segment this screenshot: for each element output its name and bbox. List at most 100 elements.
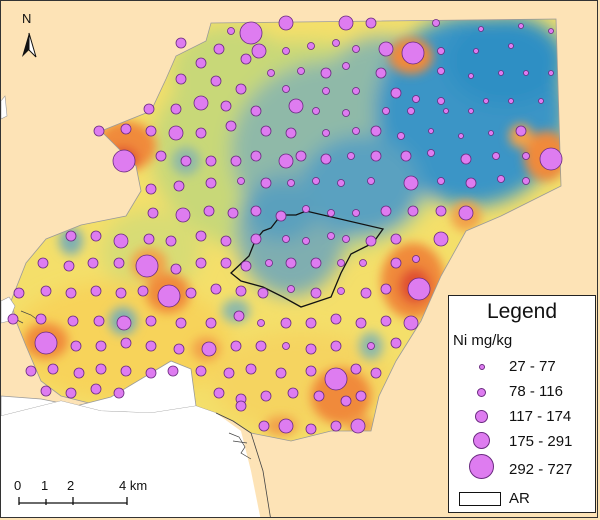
legend-symbol-class-3 — [475, 410, 488, 423]
sample-point — [34, 331, 58, 355]
legend-label-class-3: 117 - 174 — [509, 408, 572, 425]
sample-point — [313, 390, 325, 402]
sample-point — [460, 153, 472, 165]
sample-point — [282, 235, 290, 243]
sample-point — [435, 205, 447, 217]
scale-tick-2: 2 — [67, 478, 75, 493]
sample-point — [287, 179, 295, 187]
legend-symbol-class-4 — [473, 432, 490, 449]
sample-point — [205, 177, 217, 189]
sample-point — [143, 103, 155, 115]
sample-point — [210, 75, 222, 87]
sample-point — [175, 73, 187, 85]
sample-point — [322, 87, 330, 95]
sample-point — [302, 205, 310, 213]
sample-point — [250, 233, 262, 245]
sample-point — [338, 15, 354, 31]
sample-point — [195, 230, 207, 242]
sample-point — [488, 130, 494, 136]
sample-point — [400, 150, 412, 162]
sample-point — [548, 70, 554, 76]
sample-point — [458, 205, 474, 221]
sample-point — [175, 207, 191, 223]
sample-point — [483, 98, 489, 104]
sample-point — [13, 287, 25, 299]
sample-point — [35, 313, 47, 325]
sample-point — [390, 257, 402, 269]
sample-point — [468, 73, 474, 79]
sample-point — [240, 260, 252, 272]
sample-point — [255, 340, 267, 352]
sample-point — [47, 363, 59, 375]
sample-point — [508, 43, 514, 49]
sample-point — [539, 147, 563, 171]
sample-point — [227, 27, 235, 35]
sample-point — [355, 317, 367, 329]
sample-point — [275, 210, 287, 222]
sample-point — [240, 53, 252, 65]
sample-point — [120, 365, 132, 377]
sample-point — [458, 133, 464, 139]
coastline — [10, 18, 562, 442]
legend-label-class-1: 27 - 77 — [509, 358, 556, 375]
sample-point — [201, 341, 217, 357]
sample-point — [145, 340, 157, 352]
sample-point — [112, 149, 136, 173]
sample-point — [25, 365, 37, 377]
sample-point — [324, 367, 348, 391]
sample-point — [95, 340, 107, 352]
sample-point — [251, 43, 267, 59]
sample-point — [173, 180, 185, 192]
sample-point — [352, 87, 360, 95]
sample-point — [359, 259, 367, 267]
sample-point — [175, 317, 187, 329]
sample-point — [65, 287, 77, 299]
sample-point — [412, 95, 420, 103]
sample-point — [87, 257, 99, 269]
legend-label-ar: AR — [509, 490, 530, 507]
sample-point — [213, 387, 225, 399]
sample-point — [288, 98, 304, 114]
sample-point — [257, 319, 265, 327]
sample-point — [295, 150, 307, 162]
sample-point — [515, 125, 527, 137]
scale-tick-0: 0 — [14, 478, 22, 493]
sample-point — [115, 287, 127, 299]
sample-point — [63, 260, 75, 272]
sample-point — [518, 23, 524, 29]
sample-point — [40, 285, 52, 297]
sample-point — [90, 230, 102, 242]
sample-point — [352, 127, 360, 135]
sample-point — [355, 390, 367, 402]
sample-point — [498, 70, 504, 76]
sample-point — [327, 232, 335, 240]
sample-point — [473, 48, 479, 54]
sample-point — [275, 367, 287, 379]
sample-point — [508, 98, 514, 104]
sample-point — [378, 41, 394, 57]
legend-label-class-5: 292 - 727 — [509, 461, 573, 478]
sample-point — [548, 28, 554, 34]
sample-point — [297, 67, 305, 75]
sample-point — [305, 317, 317, 329]
sample-point — [258, 420, 270, 432]
sample-point — [195, 127, 207, 139]
sample-point — [113, 387, 125, 399]
sample-point — [120, 123, 132, 135]
sample-point — [116, 315, 132, 331]
sample-point — [65, 387, 77, 399]
sample-point — [437, 47, 445, 55]
sample-point — [523, 70, 529, 76]
sample-point — [310, 257, 322, 269]
sample-point — [143, 233, 155, 245]
legend-label-class-2: 78 - 116 — [509, 383, 563, 400]
sample-point — [342, 109, 350, 117]
sample-point — [37, 257, 49, 269]
sample-point — [278, 153, 294, 169]
sample-point — [145, 315, 157, 327]
sample-point — [245, 363, 257, 375]
sample-point — [260, 177, 272, 189]
sample-point — [538, 98, 544, 104]
sample-point — [267, 69, 275, 77]
sample-point — [220, 235, 232, 247]
